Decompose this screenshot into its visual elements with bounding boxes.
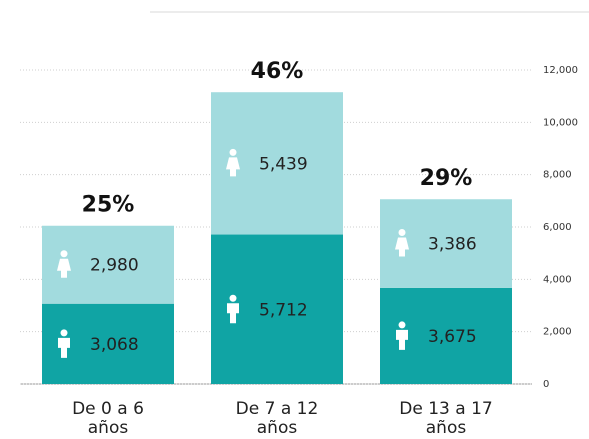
value-label: 3,675: [428, 327, 477, 347]
person-icon: [58, 329, 70, 358]
value-label: 2,980: [90, 256, 139, 276]
icon-head: [229, 294, 237, 302]
icon-body: [395, 237, 409, 257]
y-tick-label: 0: [543, 379, 549, 390]
icon-body: [227, 303, 239, 324]
icon-body: [396, 329, 408, 350]
y-tick-label: 10,000: [543, 117, 578, 128]
value-label: 5,712: [259, 300, 308, 320]
icon-body: [58, 337, 70, 358]
y-tick-label: 6,000: [543, 222, 572, 233]
icon-head: [229, 148, 237, 156]
x-tick-label: De 0 a 6 años: [72, 399, 144, 438]
y-tick-label: 4,000: [543, 274, 572, 285]
person-icon: [226, 148, 240, 177]
person-icon: [227, 294, 239, 324]
person-icon: [395, 229, 409, 257]
y-tick-label: 8,000: [543, 170, 572, 181]
icon-head: [60, 250, 68, 258]
icon-head: [398, 229, 406, 237]
icon-head: [60, 329, 68, 337]
percent-label: 29%: [420, 166, 473, 191]
icon-body: [226, 157, 240, 177]
icon-body: [57, 258, 71, 278]
person-icon: [57, 250, 71, 278]
y-tick-label: 2,000: [543, 327, 572, 338]
icon-head: [398, 321, 406, 329]
percent-label: 25%: [82, 193, 135, 218]
value-label: 3,068: [90, 335, 139, 355]
x-tick-label: De 13 a 17 años: [399, 399, 493, 438]
y-tick-label: 12,000: [543, 65, 578, 76]
person-icon: [396, 321, 408, 350]
x-tick-label: De 7 a 12 años: [235, 399, 319, 438]
percent-label: 46%: [251, 59, 304, 84]
value-label: 5,439: [259, 154, 308, 174]
value-label: 3,386: [428, 235, 477, 255]
